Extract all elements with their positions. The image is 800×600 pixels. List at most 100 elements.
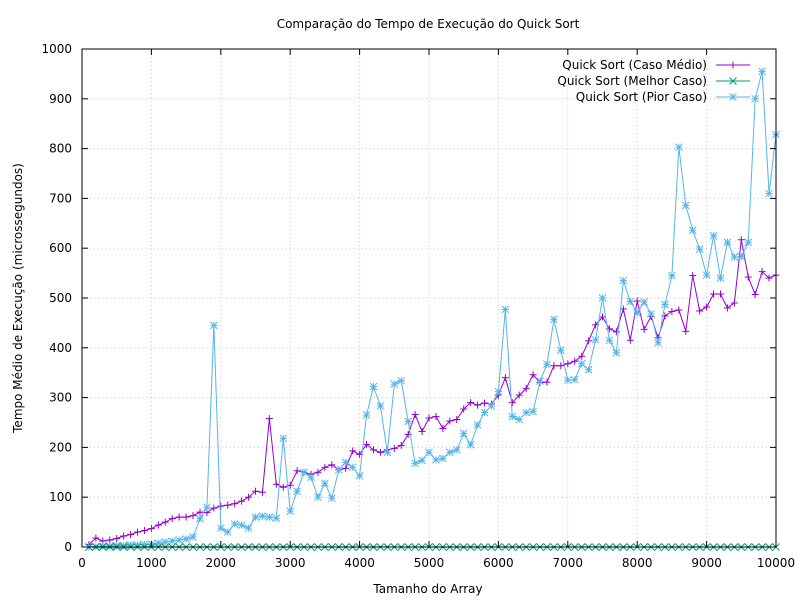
data-point	[189, 512, 197, 520]
data-point	[529, 407, 537, 416]
legend-item: Quick Sort (Melhor Caso)	[557, 74, 750, 88]
data-point	[668, 271, 676, 280]
data-point	[668, 307, 676, 315]
data-point	[522, 408, 531, 417]
data-point	[230, 520, 239, 528]
data-point	[127, 531, 135, 539]
data-point	[154, 521, 162, 529]
data-point	[182, 513, 190, 521]
data-point	[286, 507, 295, 515]
data-point	[543, 378, 551, 386]
data-point	[702, 271, 711, 279]
legend-marker	[729, 93, 737, 101]
data-point	[182, 535, 190, 543]
data-point	[480, 408, 489, 417]
data-point	[599, 313, 606, 321]
x-tick-label: 0	[78, 556, 86, 570]
data-point	[238, 497, 246, 505]
data-point	[494, 387, 503, 396]
data-point	[459, 429, 468, 438]
data-point	[709, 231, 718, 240]
data-point	[633, 297, 641, 305]
legend: Quick Sort (Caso Médio) Quick Sort (Melho…	[557, 58, 750, 104]
data-point	[564, 360, 572, 368]
data-point	[140, 527, 148, 535]
data-point	[522, 385, 530, 393]
data-point	[765, 189, 773, 198]
data-point	[439, 424, 447, 432]
data-point	[730, 253, 739, 262]
data-point	[681, 201, 690, 210]
data-point	[272, 514, 281, 522]
data-point	[758, 268, 766, 276]
y-tick-label: 900	[49, 92, 72, 106]
data-point	[397, 376, 406, 385]
data-point	[640, 325, 648, 333]
data-point	[251, 513, 260, 521]
data-point	[244, 524, 253, 532]
data-point	[258, 512, 267, 520]
data-point	[348, 463, 357, 472]
x-tick-label: 5000	[414, 556, 445, 570]
data-point	[695, 245, 704, 254]
data-point	[515, 415, 524, 424]
data-point	[210, 504, 218, 512]
data-point	[314, 493, 322, 502]
data-point	[696, 307, 704, 315]
data-point	[481, 399, 489, 407]
data-point	[425, 414, 433, 422]
data-point	[397, 441, 405, 449]
data-point	[723, 304, 731, 312]
data-point	[321, 479, 329, 488]
data-point	[363, 440, 371, 448]
data-point	[751, 291, 759, 299]
data-point	[577, 359, 586, 368]
y-tick-label: 500	[49, 291, 72, 305]
y-tick-label: 0	[64, 540, 72, 554]
data-point	[550, 315, 558, 324]
y-tick-label: 100	[49, 490, 72, 504]
y-tick-label: 800	[49, 142, 72, 156]
data-point	[501, 305, 510, 314]
data-point	[258, 488, 266, 496]
y-tick-label: 400	[49, 341, 72, 355]
data-point	[716, 274, 725, 282]
x-tick-label: 9000	[691, 556, 722, 570]
data-point	[342, 464, 350, 472]
legend-label: Quick Sort (Melhor Caso)	[557, 74, 707, 88]
data-point	[120, 532, 128, 540]
data-point	[279, 483, 287, 491]
data-point	[216, 524, 225, 532]
grid	[82, 49, 776, 547]
data-point	[425, 448, 433, 457]
data-point	[487, 402, 496, 410]
data-point	[689, 272, 697, 280]
data-point	[536, 377, 544, 386]
data-point	[432, 413, 440, 421]
series-1	[85, 236, 780, 549]
data-point	[633, 309, 642, 317]
data-point	[466, 441, 475, 449]
data-point	[327, 494, 336, 503]
data-point	[570, 375, 579, 384]
data-point	[112, 541, 121, 550]
data-point	[432, 455, 440, 464]
data-point	[751, 94, 760, 103]
data-point	[765, 274, 773, 282]
data-point	[196, 508, 204, 516]
data-point	[661, 300, 669, 309]
data-point	[411, 459, 419, 468]
data-point	[723, 238, 732, 247]
data-point	[710, 290, 718, 298]
data-point	[265, 415, 273, 423]
data-point	[341, 458, 350, 467]
data-point	[383, 448, 392, 457]
data-point	[98, 542, 107, 550]
data-point	[619, 276, 628, 285]
data-point	[113, 535, 121, 543]
data-point	[321, 463, 329, 471]
data-point	[154, 539, 163, 547]
data-point	[106, 536, 114, 544]
legend-marker	[729, 77, 737, 85]
